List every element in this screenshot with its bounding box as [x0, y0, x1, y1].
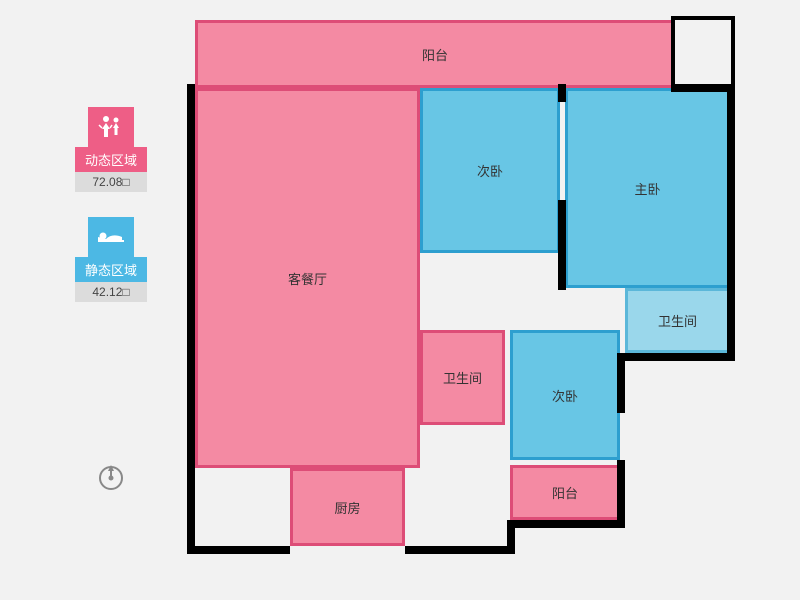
room-bedroom2: 次卧	[420, 88, 560, 253]
compass-icon	[95, 460, 127, 492]
room-bath1: 卫生间	[420, 330, 505, 425]
room-bath2: 卫生间	[625, 288, 730, 353]
room-living: 客餐厅	[195, 88, 420, 468]
room-label: 客餐厅	[288, 269, 327, 288]
room-label: 次卧	[552, 386, 578, 405]
wall	[727, 84, 735, 361]
room-balcony-top: 阳台	[195, 20, 675, 88]
room-label: 卫生间	[443, 368, 482, 387]
room-kitchen: 厨房	[290, 468, 405, 546]
legend-dynamic-title: 动态区域	[75, 147, 147, 172]
legend: 动态区域 72.08□ 静态区域 42.12□	[75, 107, 147, 327]
room-balcony-bot: 阳台	[510, 465, 620, 520]
legend-dynamic-value: 72.08□	[75, 172, 147, 192]
wall	[731, 16, 735, 88]
wall	[617, 460, 625, 528]
wall	[558, 84, 566, 102]
people-icon	[88, 107, 134, 147]
room-label: 主卧	[634, 179, 660, 198]
wall	[671, 16, 735, 20]
wall	[671, 84, 735, 92]
wall	[405, 546, 515, 554]
wall	[507, 520, 625, 528]
legend-static-value: 42.12□	[75, 282, 147, 302]
legend-static: 静态区域 42.12□	[75, 217, 147, 302]
legend-static-title: 静态区域	[75, 257, 147, 282]
wall	[671, 16, 675, 88]
room-label: 次卧	[477, 161, 503, 180]
room-master: 主卧	[565, 88, 730, 288]
wall	[187, 546, 290, 554]
wall	[617, 353, 735, 361]
sleep-icon	[88, 217, 134, 257]
floorplan: 阳台客餐厅次卧主卧卫生间卫生间次卧厨房阳台	[195, 20, 745, 580]
legend-dynamic: 动态区域 72.08□	[75, 107, 147, 192]
wall	[617, 353, 625, 413]
room-bedroom3: 次卧	[510, 330, 620, 460]
room-label: 卫生间	[658, 311, 697, 330]
wall	[187, 84, 195, 554]
room-label: 厨房	[334, 498, 360, 517]
room-label: 阳台	[422, 45, 448, 64]
room-label: 阳台	[552, 483, 578, 502]
wall	[558, 200, 566, 290]
